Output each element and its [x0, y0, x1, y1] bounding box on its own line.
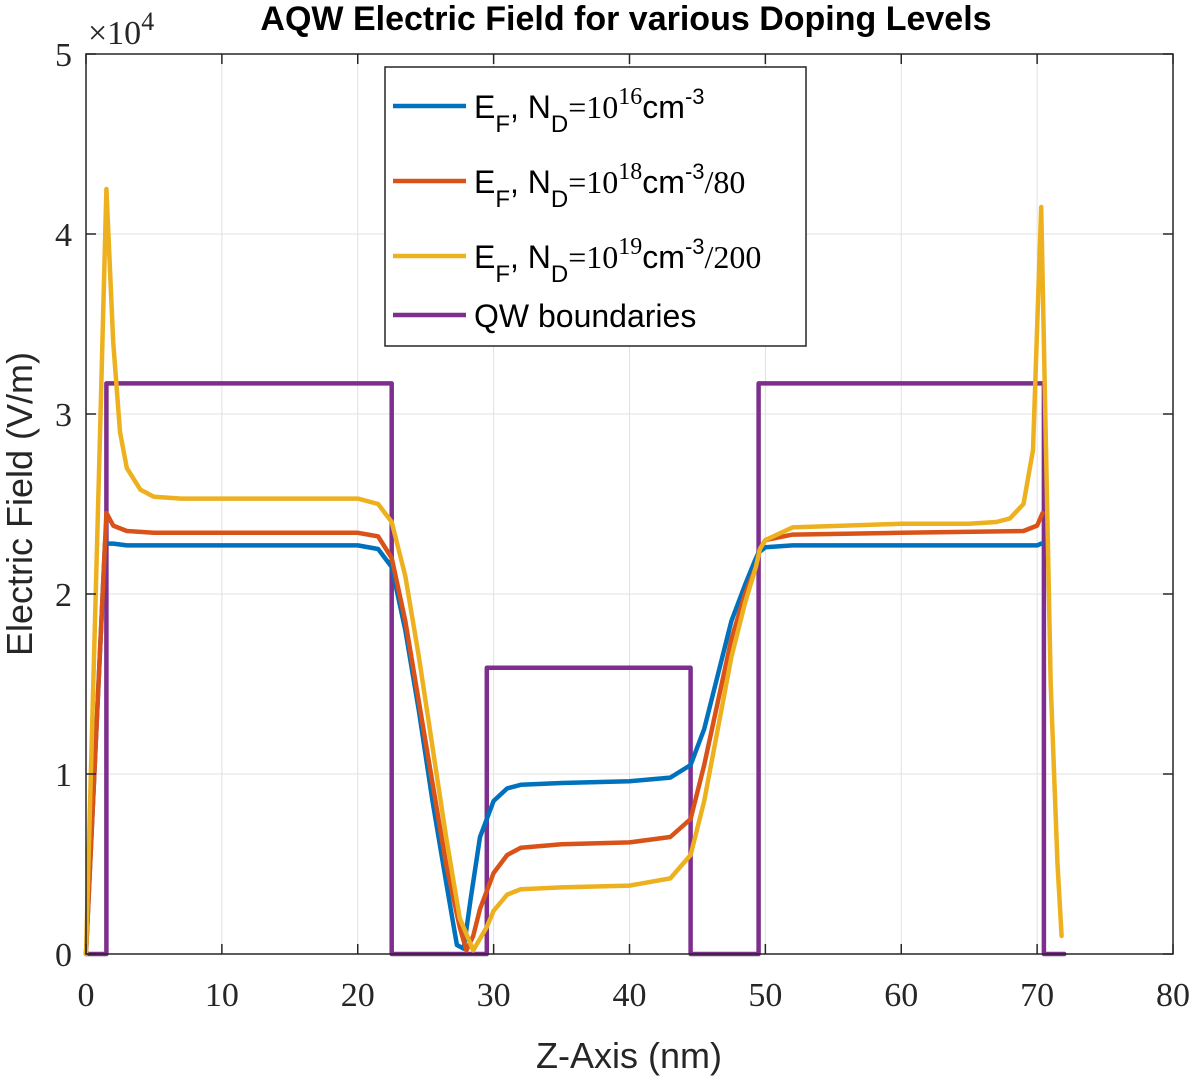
y-tick-label: 2	[55, 577, 72, 614]
y-tick-label: 5	[55, 37, 72, 74]
series-lines	[83, 186, 1067, 957]
legend-label: EF, ND=1019cm-3/200	[474, 234, 761, 288]
legend-label: QW boundaries	[474, 298, 696, 334]
x-tick-label: 50	[748, 977, 782, 1014]
y-axis-label: Electric Field (V/m)	[0, 352, 40, 656]
legend-label-part: =10	[568, 89, 618, 125]
legend-box	[384, 66, 807, 347]
legend-label-part: E	[474, 164, 495, 200]
legend-label-part: -3	[685, 234, 705, 259]
chart-title: AQW Electric Field for various Doping Le…	[260, 0, 991, 38]
y-tick-label: 3	[55, 397, 72, 434]
x-tick-label: 0	[78, 977, 95, 1014]
y-multiplier-exponent: 4	[141, 7, 154, 36]
x-tick-label: 40	[613, 977, 647, 1014]
legend-label-part: =10	[568, 239, 618, 275]
legend-label: EF, ND=1018cm-3/80	[474, 159, 745, 213]
x-tick-label: 70	[1020, 977, 1054, 1014]
legend-label-part: , N	[510, 89, 551, 125]
legend-label-part: , N	[510, 164, 551, 200]
legend-label-part: D	[551, 111, 568, 138]
legend-label-part: D	[551, 261, 568, 288]
legend-label-part: E	[474, 239, 495, 275]
legend-label-part: /200	[705, 239, 762, 275]
legend-label-part: , N	[510, 239, 551, 275]
legend-label-part: F	[495, 111, 510, 138]
legend-label-part: 18	[618, 159, 642, 185]
y-tick-labels: 0 1 2 3 4 5	[55, 37, 72, 974]
series-line-nd-1e19-div200	[83, 186, 1064, 957]
legend-label-part: E	[474, 89, 495, 125]
legend-label-part: cm	[642, 239, 685, 275]
x-tick-labels: 0 10 20 30 40 50 60 70 80	[78, 977, 1191, 1014]
x-tick-label: 80	[1156, 977, 1190, 1014]
legend-label: EF, ND=1016cm-3	[474, 84, 705, 138]
legend-label-part: =10	[568, 164, 618, 200]
y-multiplier: ×104	[88, 7, 154, 52]
x-tick-label: 60	[884, 977, 918, 1014]
legend-label-part: 16	[618, 84, 642, 110]
legend-label-part: /80	[705, 164, 746, 200]
y-tick-label: 0	[55, 937, 72, 974]
legend-label-part: -3	[685, 84, 705, 109]
legend-label-part: cm	[642, 89, 685, 125]
legend-label-part: F	[495, 261, 510, 288]
series-line-qw-boundaries	[83, 381, 1067, 957]
y-tick-label: 4	[55, 217, 72, 254]
legend-label-part: 19	[618, 234, 642, 260]
x-tick-label: 30	[477, 977, 511, 1014]
legend-label-part: F	[495, 186, 510, 213]
x-axis-label: Z-Axis (nm)	[536, 1035, 722, 1076]
legend-label-part: D	[551, 186, 568, 213]
x-tick-label: 20	[341, 977, 375, 1014]
legend-label-part: cm	[642, 164, 685, 200]
x-tick-label: 10	[205, 977, 239, 1014]
legend-label-part: -3	[685, 159, 705, 184]
y-tick-label: 1	[55, 757, 72, 794]
axis-ticks	[85, 53, 1174, 955]
